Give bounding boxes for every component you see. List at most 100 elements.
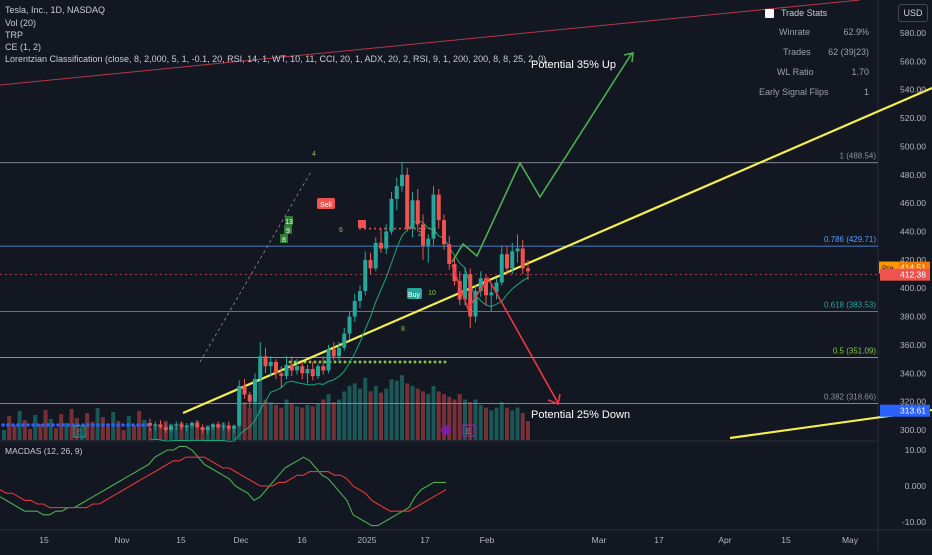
- resistance-dot: [384, 227, 386, 230]
- volume-bar: [394, 380, 399, 440]
- stats-value: 1: [863, 87, 869, 97]
- candle-body: [179, 424, 184, 428]
- down-arrowhead: [547, 393, 561, 406]
- earnings-marker: [462, 424, 475, 437]
- signal-marker-label: 2: [418, 231, 422, 238]
- event-marker: [441, 425, 451, 435]
- candle-body: [473, 291, 478, 317]
- price-tick-label: 500.00: [900, 141, 926, 151]
- time-tick-label: Nov: [114, 535, 130, 545]
- volume-bar: [468, 402, 473, 440]
- price-badge-value: 414.51: [900, 263, 926, 273]
- candle-body: [247, 394, 252, 402]
- candle-body: [442, 220, 446, 245]
- currency-button[interactable]: USD: [898, 4, 928, 22]
- volume-dot: [91, 423, 95, 427]
- signal-marker-box: [280, 234, 288, 243]
- signal-marker-label: 4: [312, 151, 316, 158]
- support-dot: [438, 360, 442, 364]
- volume-bar: [43, 410, 48, 440]
- candle-body: [148, 422, 152, 426]
- indicator-vol[interactable]: Vol (20): [5, 18, 37, 28]
- volume-bar: [2, 430, 6, 440]
- fib-level-label: 0.618 (383.53): [824, 301, 876, 310]
- macd-label: MACDAS (12, 26, 9): [5, 446, 83, 456]
- volume-bar: [268, 402, 273, 440]
- price-tick-label: 320.00: [900, 397, 926, 407]
- candle-body: [510, 251, 515, 269]
- candle-body: [321, 366, 326, 371]
- candle-body: [515, 248, 520, 252]
- volume-bar: [358, 388, 362, 440]
- candle-body: [410, 200, 415, 229]
- price-tick-label: 560.00: [900, 56, 926, 66]
- volume-bar: [33, 415, 38, 440]
- candle-body: [237, 386, 242, 426]
- support-dot: [318, 360, 322, 364]
- fib-level-label: 0.382 (318.66): [824, 393, 876, 402]
- support-dot: [378, 360, 382, 364]
- volume-bar: [158, 426, 163, 440]
- candle-body: [274, 361, 278, 374]
- price-tick-label: 360.00: [900, 340, 926, 350]
- signal-marker-label: 13: [285, 219, 293, 226]
- volume-bar: [436, 391, 441, 440]
- candle-body: [211, 424, 215, 428]
- volume-bar: [200, 427, 205, 440]
- stats-label: Trades: [783, 47, 811, 57]
- trade-stats-panel: Trade Stats Winrate 62.9% Trades 62 (39|23…: [757, 7, 877, 107]
- candle-body: [216, 424, 221, 428]
- candle-body: [468, 274, 473, 317]
- volume-dot: [1, 423, 5, 427]
- candle-body: [226, 425, 231, 429]
- time-tick-label: Apr: [718, 535, 731, 545]
- volume-bar: [463, 399, 467, 440]
- volume-bar: [400, 375, 404, 440]
- support-dot: [368, 360, 372, 364]
- upper-channel-line: [0, 0, 861, 86]
- fib-diagonal: [199, 169, 313, 363]
- fib-level-label: 0.786 (429.71): [824, 235, 876, 244]
- volume-bar: [305, 404, 310, 440]
- candle-body: [352, 300, 357, 317]
- volume-dot: [21, 423, 25, 427]
- price-badge-value: 412.38: [900, 270, 926, 280]
- macd-tick-label: 10.00: [905, 445, 927, 455]
- support-dot: [373, 360, 377, 364]
- candle-body: [379, 242, 383, 249]
- support-trendline: [182, 86, 932, 415]
- price-tick-label: 380.00: [900, 312, 926, 322]
- signal-marker-box: [285, 216, 293, 225]
- sell-label-box: [317, 198, 335, 209]
- price-tick-label: 460.00: [900, 198, 926, 208]
- volume-bar: [148, 427, 152, 440]
- volume-bar: [316, 403, 320, 440]
- volume-bar: [342, 391, 347, 440]
- price-tick-label: 480.00: [900, 170, 926, 180]
- indicator-lorentzian[interactable]: Lorentzian Classification (close, 8, 2,0…: [5, 54, 547, 64]
- volume-bar: [431, 386, 436, 440]
- candle-body: [400, 174, 404, 187]
- resistance-dot: [369, 227, 371, 230]
- stats-row-early-flips: Early Signal Flips 1: [757, 87, 877, 107]
- volume-bar: [7, 416, 12, 440]
- candle-body: [363, 259, 368, 292]
- signal-marker-label: 8: [401, 326, 405, 333]
- earnings-marker-label: E: [466, 427, 471, 436]
- volume-dot: [61, 423, 65, 427]
- volume-bar: [452, 399, 457, 440]
- candle-body: [195, 422, 200, 428]
- volume-bar: [64, 423, 69, 440]
- candle-body: [158, 424, 163, 428]
- candle-body: [253, 378, 257, 402]
- volume-dot: [96, 423, 100, 427]
- indicator-trp[interactable]: TRP: [5, 30, 23, 40]
- volume-bar: [242, 402, 247, 440]
- volume-dot: [141, 423, 145, 427]
- price-tick-label: 540.00: [900, 85, 926, 95]
- earnings-marker-label: E: [77, 428, 82, 437]
- indicator-ce[interactable]: CE (1, 2): [5, 42, 42, 52]
- down-projection-label: Potential 25% Down: [531, 409, 630, 421]
- volume-bar: [526, 421, 530, 440]
